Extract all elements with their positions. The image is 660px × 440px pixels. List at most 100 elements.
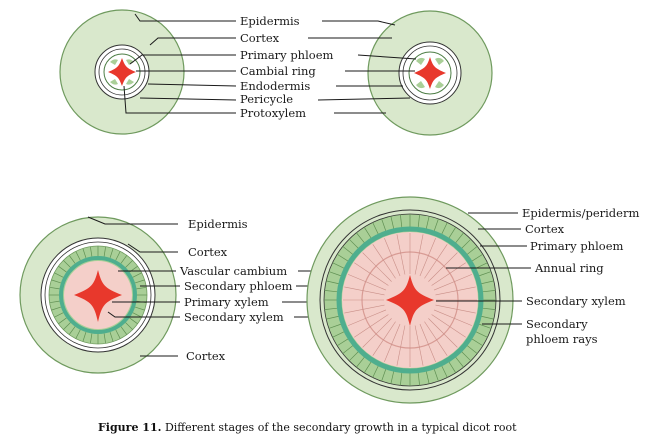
stage4-phloem-ray — [324, 307, 338, 310]
stage2-root — [367, 10, 493, 136]
stage4-xylem-ray — [414, 325, 424, 366]
stage1-phloem-patches — [110, 59, 134, 85]
stage4-phloem-ray — [425, 216, 430, 229]
stage4-xylem-ray — [354, 262, 389, 286]
stage4-vascular-cambium — [336, 226, 484, 374]
stage4-phloem-ray — [482, 307, 496, 310]
stage4-phloem-ray — [461, 351, 472, 362]
stage1-root — [59, 9, 185, 135]
stage3-phloem-ray — [109, 331, 114, 342]
stage4-xylem-ray — [433, 274, 473, 291]
stage3-phloem-ray — [120, 326, 128, 335]
label-epidermis: Epidermis — [240, 14, 300, 28]
stage3-phloem-ray — [51, 306, 62, 311]
stage4-xylem-ray — [435, 304, 476, 314]
stage4-phloem-ray — [400, 214, 403, 228]
label-endodermis: Endodermis — [240, 79, 310, 93]
stage3-phloem-ray — [129, 317, 138, 325]
stage4-phloem-ray — [328, 271, 342, 277]
label-s4-primary-phloem: Primary phloem — [530, 239, 623, 253]
stage4-xylem-ray — [347, 274, 387, 291]
stage4-xylem-ray — [431, 262, 466, 286]
stage3-phloem-ray — [58, 265, 67, 273]
label-cortex: Cortex — [240, 31, 280, 45]
stage4-phloem-ray — [390, 371, 395, 384]
stage1-labels: Epidermis Cortex Primary phloem Cambial … — [240, 14, 333, 120]
stage4-phloem-ray — [478, 323, 492, 329]
stage4-phloem-ray — [455, 356, 464, 368]
stage4-phloem-ray — [461, 238, 472, 249]
stage4-phloem-ray — [475, 262, 488, 269]
stage4-xylem-ray — [431, 314, 466, 338]
stage4-xylem-ray — [419, 237, 436, 277]
stage4-xylem-ray — [419, 323, 436, 363]
stage4-phloem-ray — [372, 222, 379, 235]
stage3-root — [19, 216, 177, 374]
stage3-phloem-ray — [54, 312, 64, 318]
stage4-xylem-ray — [428, 318, 458, 348]
stage4-xylem-ray — [372, 321, 396, 356]
stage1-xylem — [108, 58, 136, 86]
stage4-phloem-ray — [400, 372, 403, 386]
stage4-xylem-ray — [396, 234, 406, 275]
stage3-phloem-ray — [134, 279, 145, 284]
stage3-phloem-ray — [120, 255, 128, 264]
stage4-xylem-ray — [396, 325, 406, 366]
stage4-phloem-ray — [348, 238, 359, 249]
stage4-xylem-ray — [435, 286, 476, 296]
label-protoxylem: Protoxylem — [240, 106, 306, 120]
label-s3-secondary-phloem: Secondary phloem — [184, 279, 292, 293]
caption-figure-number: Figure 11. — [98, 421, 161, 434]
stage4-xylem-ray — [362, 252, 392, 282]
stage3-phloem-ray — [115, 251, 121, 261]
stage3-primary-xylem — [74, 270, 122, 322]
stage3-phloem-ray — [82, 331, 87, 342]
stage4-primary-xylem — [386, 275, 434, 326]
stage4-xylem-ray — [384, 237, 401, 277]
stage4-phloem-ray — [482, 290, 496, 293]
stage4-phloem-ray — [356, 232, 365, 244]
stage4-phloem-rays — [324, 214, 496, 386]
stage4-phloem-ray — [471, 253, 484, 262]
stage4-xylem-rays — [343, 233, 477, 367]
stage4-phloem-ray — [356, 356, 365, 368]
stage4-phloem-ray — [466, 345, 478, 354]
stage1-leaders — [123, 13, 417, 114]
stage4-phloem-ray — [348, 351, 359, 362]
stage4-phloem-ray — [381, 368, 387, 382]
stage4-xylem-ray — [428, 252, 458, 282]
stage3-phloem-ray — [134, 306, 145, 311]
label-s4-secondary-xylem: Secondary xylem — [526, 294, 626, 308]
stage3-phloem-ray — [49, 300, 60, 304]
label-primary-phloem: Primary phloem — [240, 48, 333, 62]
stage4-xylem-ray — [344, 304, 385, 314]
stage4-xylem-ray — [433, 309, 473, 326]
label-s4-epidermis-periderm: Epidermis/periderm — [522, 206, 639, 220]
stage3-phloem-ray — [103, 333, 107, 344]
stage4-phloem-ray — [417, 372, 420, 386]
stage3-phloem-ray — [109, 248, 114, 259]
stage4-phloem-ray — [332, 262, 345, 269]
stage4-labels: Epidermis/periderm Cortex Primary phloem… — [522, 206, 639, 346]
stage4-xylem-ray — [372, 244, 396, 279]
stage3-phloem-ray — [89, 333, 93, 344]
stage3-phloem-ray — [82, 248, 87, 259]
stage4-phloem-ray — [326, 315, 339, 320]
stage4-phloem-ray — [336, 338, 349, 347]
stage3-phloem-ray — [58, 317, 67, 325]
stage4-root — [306, 196, 514, 404]
figure-caption: Figure 11. Different stages of the secon… — [98, 421, 517, 434]
stage4-phloem-ray — [342, 246, 354, 255]
stage4-phloem-ray — [441, 222, 448, 235]
label-s4-annual-ring: Annual ring — [534, 261, 604, 275]
stage3-phloem-ray — [68, 255, 76, 264]
label-s3-vascular-cambium: Vascular cambium — [179, 264, 287, 278]
stage3-phloem-ray — [63, 260, 71, 268]
stage4-phloem-ray — [448, 226, 457, 239]
stage4-phloem-ray — [448, 361, 457, 374]
stage4-phloem-ray — [475, 331, 488, 338]
stage4-phloem-ray — [332, 331, 345, 338]
stage4-phloem-ray — [363, 361, 372, 374]
label-s4-cortex: Cortex — [525, 222, 565, 236]
